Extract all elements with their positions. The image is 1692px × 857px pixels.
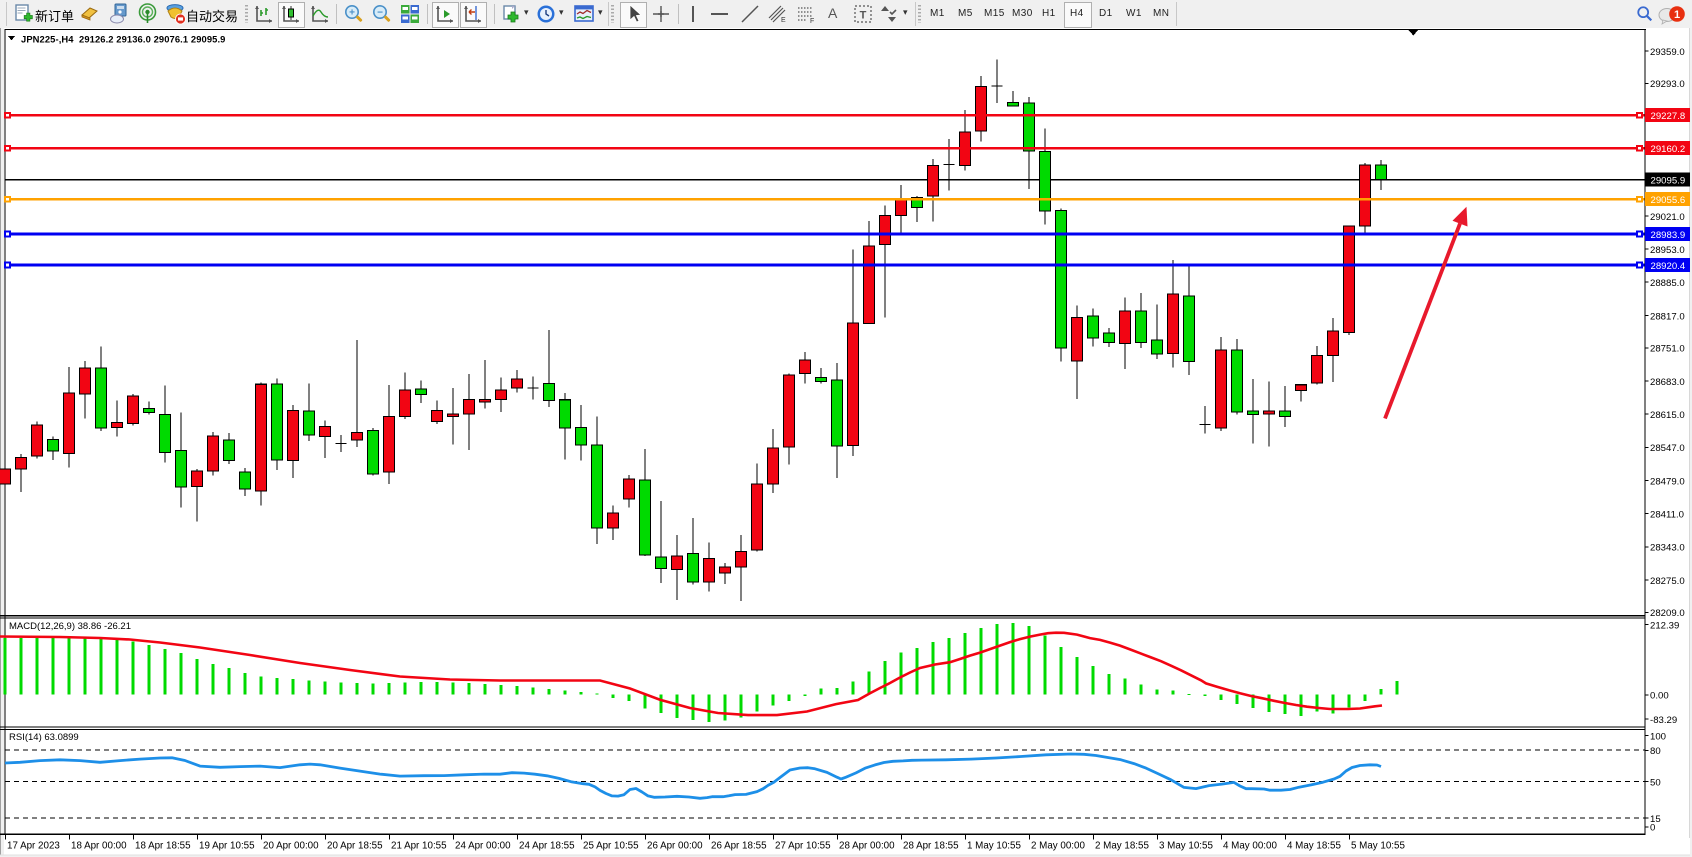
svg-text:27 Apr 10:55: 27 Apr 10:55 <box>775 841 831 852</box>
svg-text:28411.0: 28411.0 <box>1650 510 1684 521</box>
svg-text:2 May 18:55: 2 May 18:55 <box>1095 841 1149 852</box>
svg-text:28 Apr 00:00: 28 Apr 00:00 <box>839 841 895 852</box>
svg-text:21 Apr 10:55: 21 Apr 10:55 <box>391 841 447 852</box>
svg-text:29359.0: 29359.0 <box>1650 47 1685 58</box>
svg-text:28953.0: 28953.0 <box>1650 245 1685 256</box>
svg-text:26 Apr 00:00: 26 Apr 00:00 <box>647 841 703 852</box>
svg-text:E: E <box>781 17 786 24</box>
svg-text:1: 1 <box>1674 9 1680 21</box>
svg-text:15: 15 <box>1650 814 1661 825</box>
svg-text:0.00: 0.00 <box>1650 691 1669 702</box>
svg-text:20 Apr 00:00: 20 Apr 00:00 <box>263 841 319 852</box>
svg-text:28683.0: 28683.0 <box>1650 377 1685 388</box>
svg-text:50: 50 <box>1650 778 1661 789</box>
svg-text:29055.6: 29055.6 <box>1651 195 1686 206</box>
svg-text:29293.0: 29293.0 <box>1650 79 1685 90</box>
svg-text:28920.4: 28920.4 <box>1651 261 1686 272</box>
svg-text:29227.8: 29227.8 <box>1651 111 1686 122</box>
svg-text:24 Apr 18:55: 24 Apr 18:55 <box>519 841 575 852</box>
svg-text:−: − <box>377 7 383 18</box>
svg-text:18 Apr 00:00: 18 Apr 00:00 <box>71 841 127 852</box>
svg-text:212.39: 212.39 <box>1650 620 1679 631</box>
svg-text:28479.0: 28479.0 <box>1650 476 1685 487</box>
svg-text:100: 100 <box>1650 731 1666 742</box>
svg-text:29095.9: 29095.9 <box>1651 175 1686 186</box>
svg-text:28615.0: 28615.0 <box>1650 410 1685 421</box>
svg-text:28 Apr 18:55: 28 Apr 18:55 <box>903 841 959 852</box>
svg-text:4 May 18:55: 4 May 18:55 <box>1287 841 1341 852</box>
svg-text:4 May 00:00: 4 May 00:00 <box>1223 841 1277 852</box>
svg-text:26 Apr 18:55: 26 Apr 18:55 <box>711 841 767 852</box>
svg-text:+: + <box>349 7 355 18</box>
svg-text:F: F <box>810 18 814 24</box>
svg-text:0: 0 <box>1650 823 1655 834</box>
svg-text:24 Apr 00:00: 24 Apr 00:00 <box>455 841 511 852</box>
svg-text:19 Apr 10:55: 19 Apr 10:55 <box>199 841 255 852</box>
svg-text:28343.0: 28343.0 <box>1650 543 1685 554</box>
svg-text:20 Apr 18:55: 20 Apr 18:55 <box>327 841 383 852</box>
svg-text:29021.0: 29021.0 <box>1650 212 1685 223</box>
svg-text:5 May 10:55: 5 May 10:55 <box>1351 841 1405 852</box>
svg-text:28983.9: 28983.9 <box>1651 230 1686 241</box>
svg-text:29160.2: 29160.2 <box>1651 144 1686 155</box>
svg-text:1 May 10:55: 1 May 10:55 <box>967 841 1021 852</box>
svg-text:80: 80 <box>1650 746 1661 757</box>
svg-text:-83.29: -83.29 <box>1650 715 1677 726</box>
svg-text:JPN225-,H4 29126.2 29136.0 29: JPN225-,H4 29126.2 29136.0 29076.1 29095… <box>21 34 225 45</box>
svg-text:28751.0: 28751.0 <box>1650 344 1685 355</box>
svg-text:T: T <box>860 10 867 22</box>
svg-text:28817.0: 28817.0 <box>1650 311 1685 322</box>
svg-text:28209.0: 28209.0 <box>1650 608 1685 619</box>
svg-text:18 Apr 18:55: 18 Apr 18:55 <box>135 841 191 852</box>
svg-text:28885.0: 28885.0 <box>1650 278 1685 289</box>
svg-text:28275.0: 28275.0 <box>1650 576 1685 587</box>
svg-text:3 May 10:55: 3 May 10:55 <box>1159 841 1213 852</box>
svg-text:17 Apr 2023: 17 Apr 2023 <box>7 841 60 852</box>
svg-text:28547.0: 28547.0 <box>1650 443 1685 454</box>
svg-text:25 Apr 10:55: 25 Apr 10:55 <box>583 841 639 852</box>
svg-text:MACD(12,26,9) 38.86 -26.21: MACD(12,26,9) 38.86 -26.21 <box>9 621 131 632</box>
svg-text:RSI(14) 63.0899: RSI(14) 63.0899 <box>9 732 79 743</box>
svg-text:2 May 00:00: 2 May 00:00 <box>1031 841 1085 852</box>
